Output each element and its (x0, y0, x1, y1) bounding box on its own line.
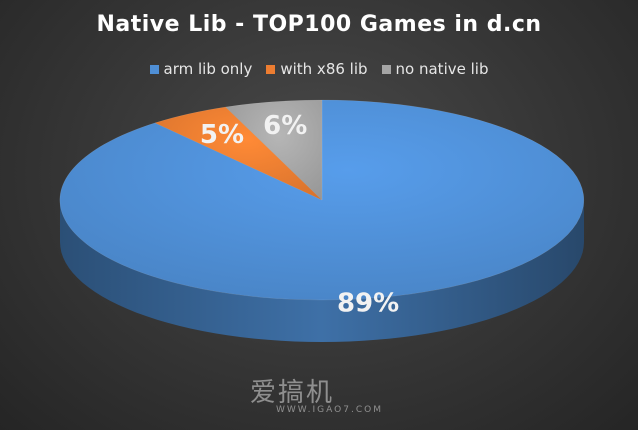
legend-swatch (381, 64, 391, 74)
legend: arm lib only with x86 lib no native lib (0, 60, 638, 78)
data-label: 6% (263, 111, 307, 141)
slice-with-x86-lib (154, 106, 323, 201)
data-label: 5% (200, 120, 244, 150)
watermark-logo-text: 爱搞机 (250, 378, 335, 408)
watermark-url: WWW.IGAO7.COM (276, 405, 383, 415)
slice-side (60, 200, 584, 342)
data-label: 89% (337, 288, 399, 318)
slice-arm-lib-only (59, 99, 585, 301)
legend-swatch (149, 64, 159, 74)
legend-label: arm lib only (163, 60, 253, 78)
watermark: 爱搞机 WWW.IGAO7.COM (250, 372, 383, 415)
legend-swatch (266, 64, 276, 74)
legend-item: with x86 lib (266, 60, 368, 78)
legend-label: no native lib (395, 60, 489, 78)
slice-no-native-lib (225, 99, 323, 201)
legend-item: arm lib only (149, 60, 253, 78)
legend-item: no native lib (381, 60, 489, 78)
chart-title: Native Lib - TOP100 Games in d.cn (96, 12, 542, 37)
legend-label: with x86 lib (280, 60, 368, 78)
